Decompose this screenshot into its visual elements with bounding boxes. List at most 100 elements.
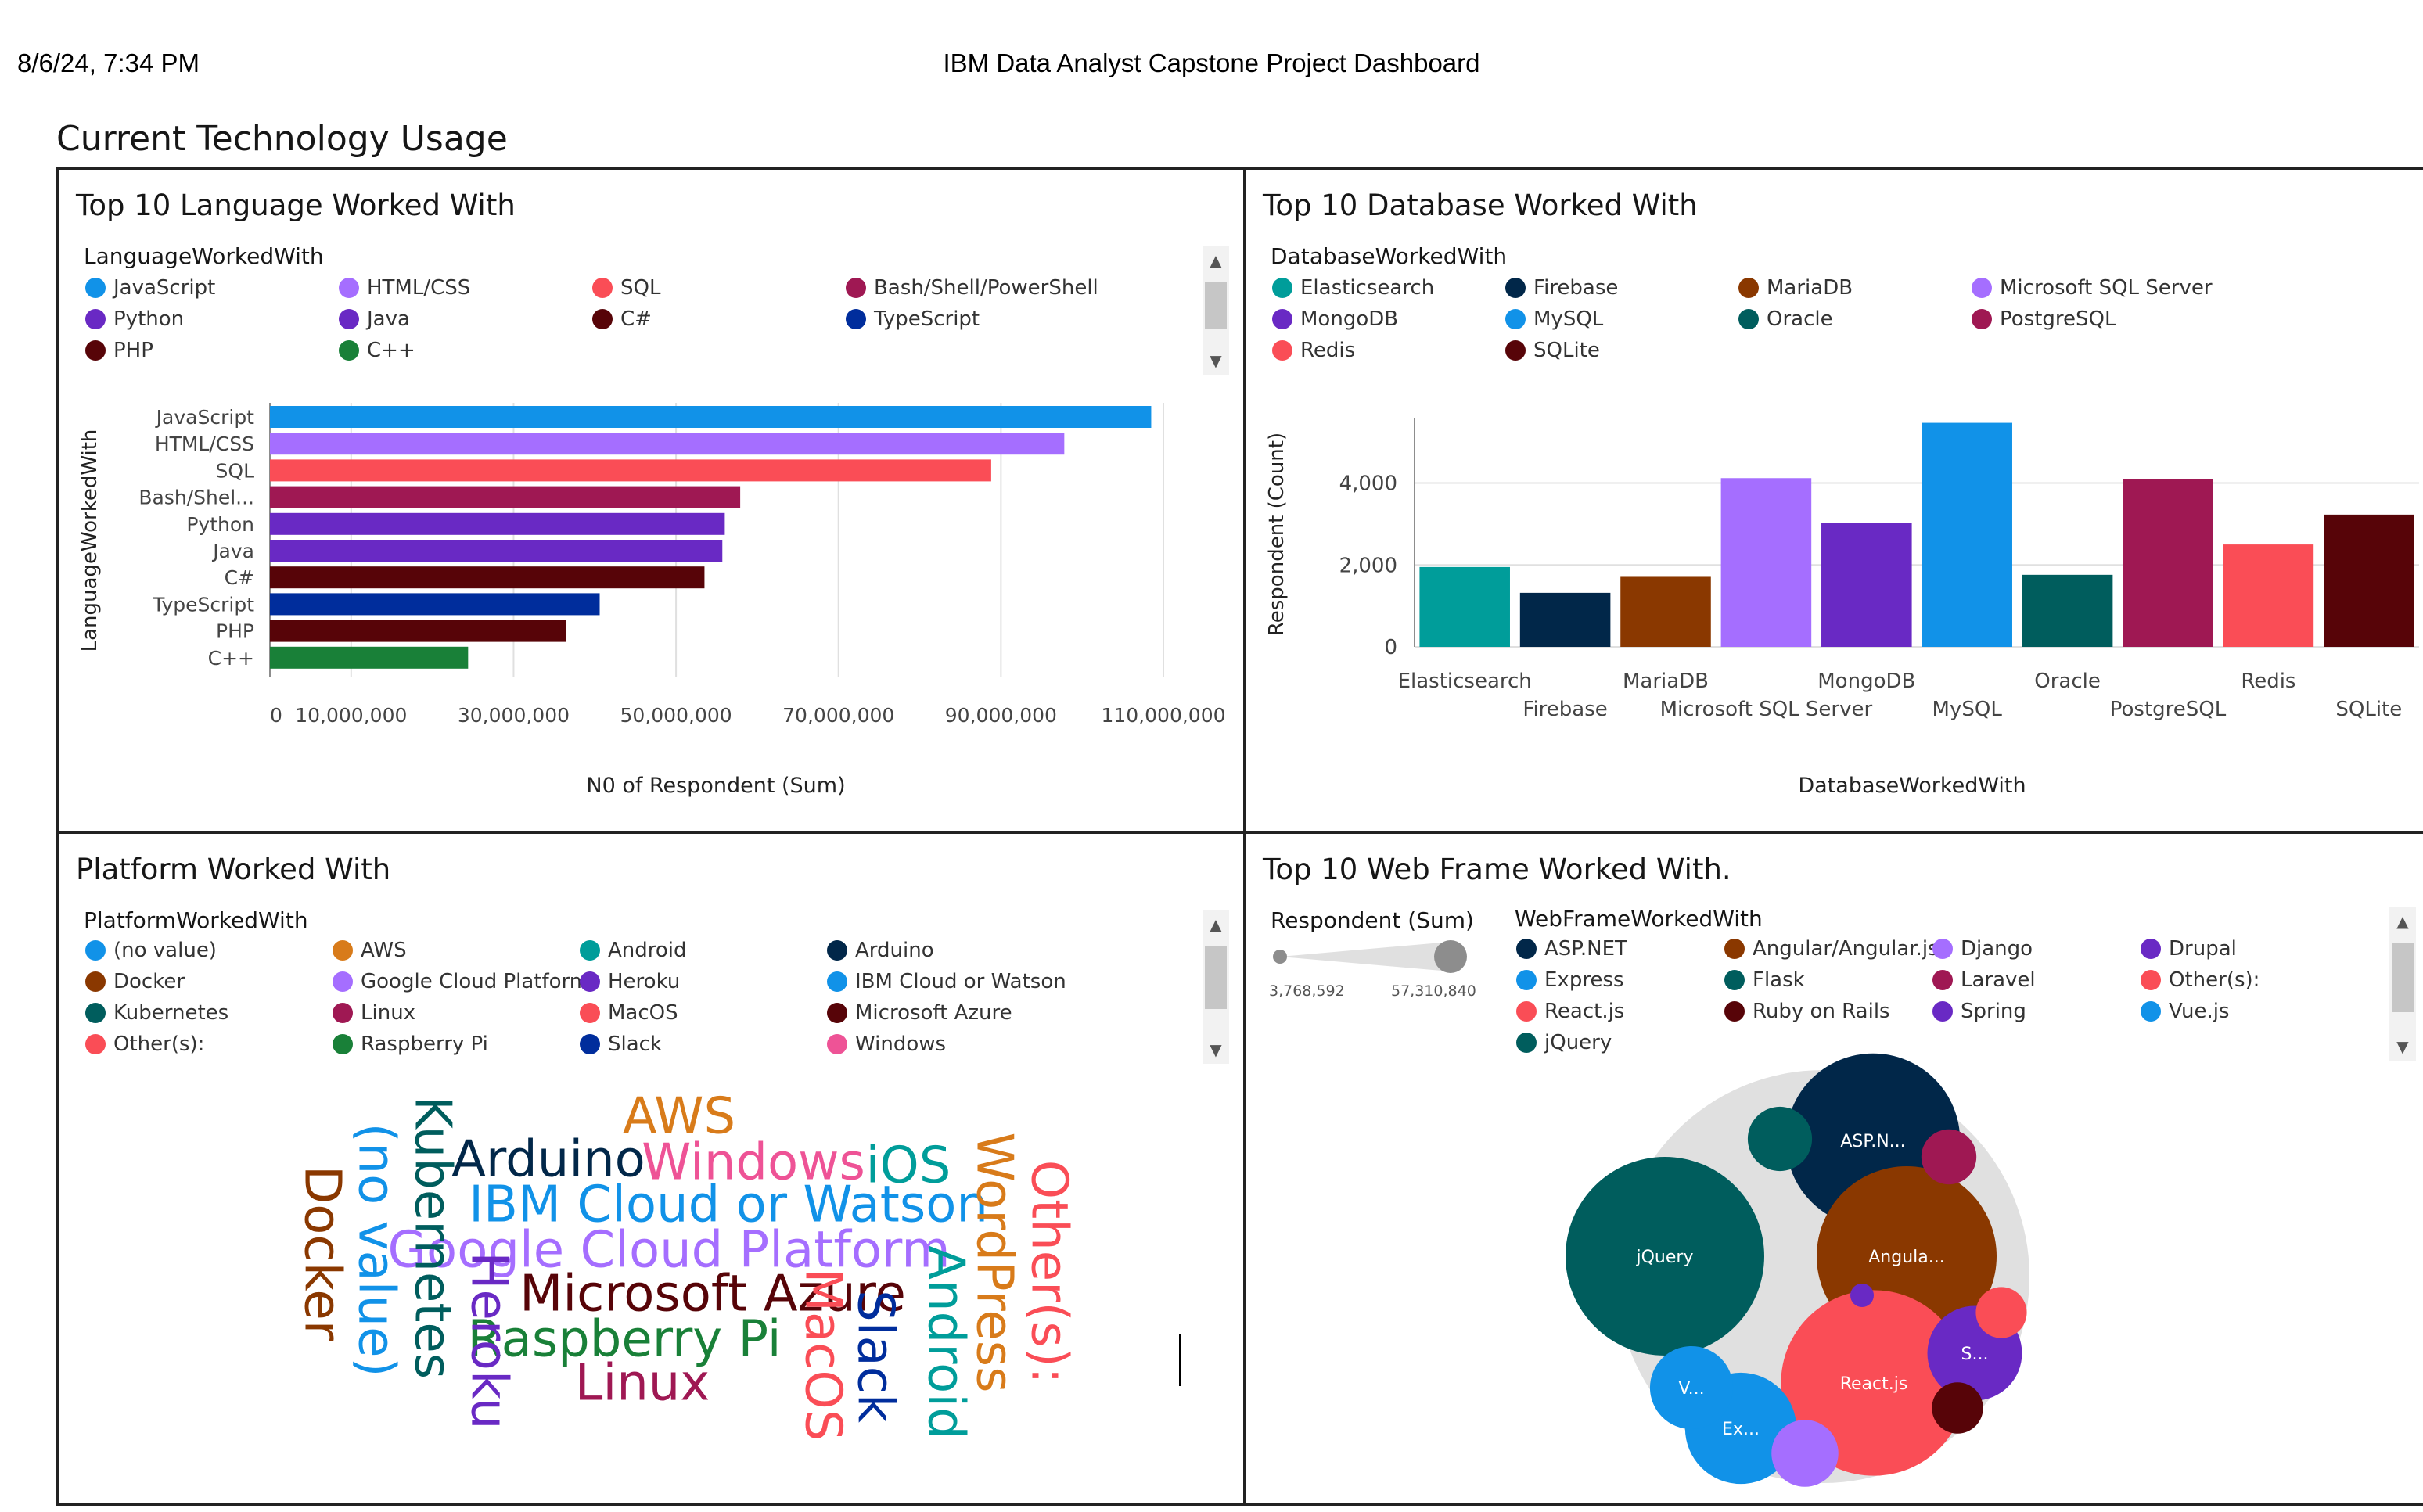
bubble-ruby-on-rails[interactable]	[1932, 1382, 1983, 1434]
platform-legend-item-android[interactable]: Android	[580, 939, 827, 962]
platform-legend-item-kubernetes[interactable]: Kubernetes	[85, 1001, 333, 1025]
webframe-legend-item-express[interactable]: Express	[1516, 968, 1724, 992]
word-slack[interactable]: Slack	[846, 1290, 904, 1423]
bar-bash-shel[interactable]	[270, 486, 741, 508]
bar-javascript[interactable]	[270, 406, 1152, 428]
bar-mysql[interactable]	[1922, 422, 2012, 647]
database-legend-item-firebase[interactable]: Firebase	[1505, 276, 1738, 300]
webframe-legend[interactable]: ASP.NET Angular/Angular.js Django Drupal Exp…	[1516, 937, 2313, 1054]
language-legend-scrollbar[interactable]: ▲ ▼	[1203, 246, 1229, 375]
webframe-legend-item-asp-net[interactable]: ASP.NET	[1516, 937, 1724, 961]
database-legend-item-elasticsearch[interactable]: Elasticsearch	[1272, 276, 1505, 300]
word-docker[interactable]: Docker	[293, 1165, 351, 1341]
bubble-django[interactable]	[1771, 1420, 1839, 1487]
scroll-up-icon[interactable]: ▲	[1210, 251, 1222, 270]
webframe-legend-item-vue-js[interactable]: Vue.js	[2141, 1000, 2313, 1023]
language-legend-item-html-css[interactable]: HTML/CSS	[339, 276, 592, 300]
bar-c[interactable]	[270, 566, 705, 589]
platform-legend-item-other-s[interactable]: Other(s):	[85, 1033, 333, 1056]
platform-legend-item-ibm-cloud-or-watson[interactable]: IBM Cloud or Watson	[827, 970, 1066, 993]
platform-legend-item-raspberry-pi[interactable]: Raspberry Pi	[333, 1033, 580, 1056]
language-legend-item-c[interactable]: C#	[592, 307, 846, 331]
word-macos[interactable]: MacOS	[793, 1269, 851, 1442]
webframe-legend-item-other-s[interactable]: Other(s):	[2141, 968, 2313, 992]
word-aws[interactable]: AWS	[623, 1088, 735, 1146]
database-legend-item-sqlite[interactable]: SQLite	[1505, 339, 1738, 362]
webframe-legend-scrollbar[interactable]: ▲ ▼	[2389, 907, 2416, 1061]
word-ios[interactable]: iOS	[866, 1137, 951, 1195]
scroll-down-icon[interactable]: ▼	[1210, 1040, 1222, 1059]
bar-java[interactable]	[270, 540, 723, 562]
scroll-thumb[interactable]	[1205, 282, 1227, 329]
webframe-legend-item-drupal[interactable]: Drupal	[2141, 937, 2313, 961]
platform-legend-item-linux[interactable]: Linux	[333, 1001, 580, 1025]
scroll-thumb[interactable]	[2392, 943, 2414, 1012]
word-kubernetes[interactable]: Kubernetes	[403, 1096, 461, 1379]
language-legend-item-javascript[interactable]: JavaScript	[85, 276, 339, 300]
bar-c[interactable]	[270, 646, 469, 669]
platform-legend-item-macos[interactable]: MacOS	[580, 1001, 827, 1025]
platform-legend-scrollbar[interactable]: ▲ ▼	[1203, 910, 1229, 1064]
bar-microsoft-sql-server[interactable]	[1720, 478, 1812, 647]
platform-legend-item-windows[interactable]: Windows	[827, 1033, 1062, 1056]
word-windows[interactable]: Windows	[642, 1134, 865, 1192]
webframe-legend-item-react-js[interactable]: React.js	[1516, 1000, 1724, 1023]
word-heroku[interactable]: Heroku	[459, 1252, 517, 1429]
bar-oracle[interactable]	[2022, 574, 2113, 647]
language-legend-item-typescript[interactable]: TypeScript	[846, 307, 1080, 331]
scroll-up-icon[interactable]: ▲	[2396, 912, 2409, 931]
language-legend-item-bash-shell-powershell[interactable]: Bash/Shell/PowerShell	[846, 276, 1098, 300]
word-android[interactable]: Android	[916, 1245, 974, 1438]
webframe-legend-item-angular-angular-js[interactable]: Angular/Angular.js	[1724, 937, 1939, 961]
bar-firebase[interactable]	[1519, 592, 1611, 647]
database-legend[interactable]: Elasticsearch Firebase MariaDB Microsoft SQ…	[1272, 276, 2230, 362]
scroll-down-icon[interactable]: ▼	[1210, 351, 1222, 370]
bar-html-css[interactable]	[270, 433, 1065, 455]
bubble-jquery[interactable]	[1566, 1157, 1764, 1356]
platform-legend-item-microsoft-azure[interactable]: Microsoft Azure	[827, 1001, 1062, 1025]
language-legend-item-sql[interactable]: SQL	[592, 276, 846, 300]
word-google-cloud-platform[interactable]: Google Cloud Platform	[387, 1222, 950, 1280]
database-legend-item-redis[interactable]: Redis	[1272, 339, 1505, 362]
scroll-thumb[interactable]	[1205, 946, 1227, 1009]
bubble-vue-js[interactable]	[1649, 1345, 1734, 1430]
database-legend-item-mariadb[interactable]: MariaDB	[1738, 276, 1972, 300]
scroll-down-icon[interactable]: ▼	[2396, 1037, 2409, 1056]
platform-legend-item-arduino[interactable]: Arduino	[827, 939, 1062, 962]
database-legend-item-mongodb[interactable]: MongoDB	[1272, 307, 1505, 331]
webframe-legend-item-laravel[interactable]: Laravel	[1932, 968, 2141, 992]
database-legend-item-oracle[interactable]: Oracle	[1738, 307, 1972, 331]
word-linux[interactable]: Linux	[575, 1355, 710, 1413]
bar-mongodb[interactable]	[1821, 523, 1912, 647]
scroll-up-icon[interactable]: ▲	[1210, 915, 1222, 934]
database-legend-item-microsoft-sql-server[interactable]: Microsoft SQL Server	[1972, 276, 2230, 300]
word-arduino[interactable]: Arduino	[451, 1131, 645, 1189]
language-legend-item-java[interactable]: Java	[339, 307, 592, 331]
word-raspberry-pi[interactable]: Raspberry Pi	[468, 1311, 782, 1369]
bar-postgresql[interactable]	[2123, 479, 2213, 647]
bar-mariadb[interactable]	[1620, 576, 1711, 647]
language-legend-item-php[interactable]: PHP	[85, 339, 339, 362]
bubble-other-s[interactable]	[1975, 1287, 2027, 1338]
webframe-legend-item-flask[interactable]: Flask	[1724, 968, 1932, 992]
bubble-drupal[interactable]	[1850, 1283, 1875, 1308]
webframe-legend-item-ruby-on-rails[interactable]: Ruby on Rails	[1724, 1000, 1932, 1023]
word-no-value[interactable]: (no value)	[347, 1123, 404, 1377]
platform-legend[interactable]: (no value) AWS Android Arduino Docker Google …	[85, 939, 1066, 1056]
bar-redis[interactable]	[2223, 544, 2314, 647]
webframe-legend-item-spring[interactable]: Spring	[1932, 1000, 2141, 1023]
platform-legend-item-no-value[interactable]: (no value)	[85, 939, 333, 962]
webframe-legend-item-django[interactable]: Django	[1932, 937, 2141, 961]
platform-legend-item-google-cloud-platform[interactable]: Google Cloud Platform	[333, 970, 589, 993]
bar-python[interactable]	[270, 512, 725, 535]
language-legend[interactable]: JavaScript HTML/CSS SQL Bash/Shell/PowerShe…	[85, 276, 1098, 362]
bar-php[interactable]	[270, 620, 566, 642]
language-legend-item-c[interactable]: C++	[339, 339, 592, 362]
bar-elasticsearch[interactable]	[1419, 566, 1510, 647]
bubble-laravel[interactable]	[1921, 1129, 1977, 1185]
word-ibm-cloud-or-watson[interactable]: IBM Cloud or Watson	[469, 1176, 988, 1234]
bar-sql[interactable]	[270, 459, 991, 482]
platform-legend-item-aws[interactable]: AWS	[333, 939, 580, 962]
database-legend-item-mysql[interactable]: MySQL	[1505, 307, 1738, 331]
bar-typescript[interactable]	[270, 593, 600, 616]
